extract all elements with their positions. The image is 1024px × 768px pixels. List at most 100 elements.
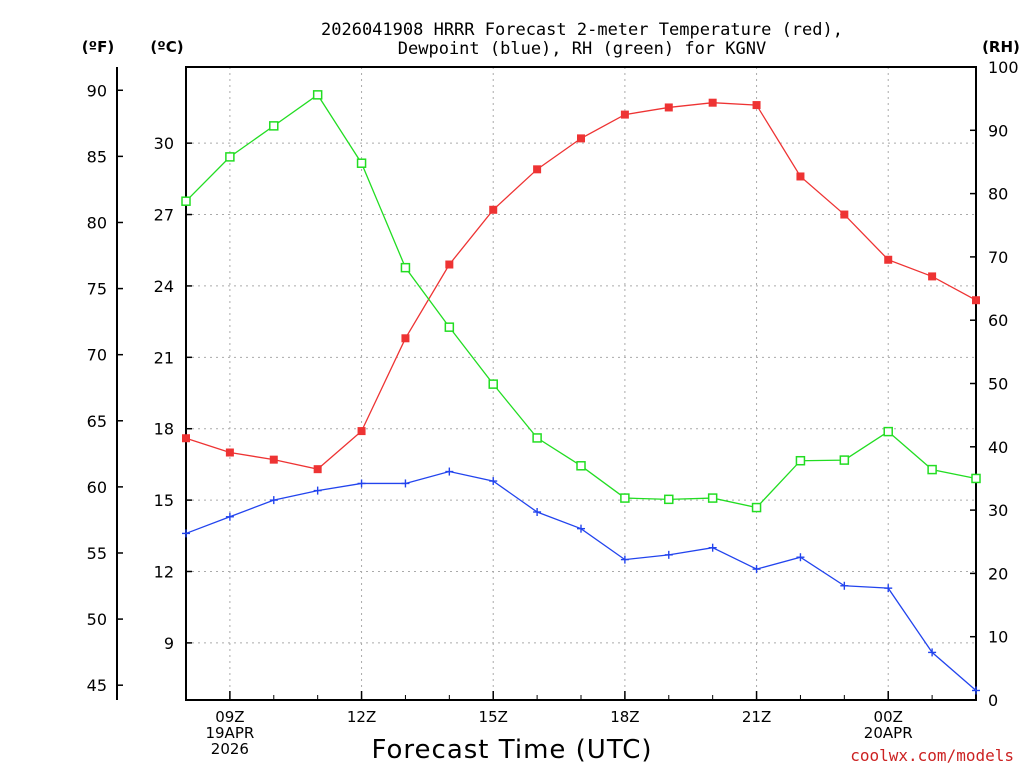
rh-tick-label: 0 [988,691,998,710]
fahrenheit-tick-label: 90 [87,81,107,100]
temperature-point [796,172,805,181]
dewpoint-point [708,543,717,552]
fahrenheit-tick-label: 80 [87,213,107,232]
celsius-tick-label: 18 [154,420,174,439]
rh-tick-label: 10 [988,628,1008,647]
x-axis-label: Forecast Time (UTC) [371,735,652,765]
rh-tick-label: 100 [988,58,1019,77]
rh-unit-label: (RH) [982,38,1020,56]
dewpoint-point [313,486,322,495]
dewpoint-point [884,584,893,593]
celsius-tick-label: 12 [154,562,174,581]
series-dewpoint [182,467,980,695]
temperature-point [664,103,673,112]
dewpoint-point [269,496,278,505]
x-tick-label: 21Z [742,708,771,726]
dewpoint-point [445,467,454,476]
dewpoint-point [840,581,849,590]
rh-tick-label: 60 [988,311,1008,330]
dewpoint-point [357,479,366,488]
dewpoint-point [972,686,980,695]
x-tick-label: 12Z [347,708,376,726]
temperature-point [577,134,585,143]
rh-point [225,152,235,162]
rh-point [971,473,981,484]
temperature-point [840,210,849,219]
dewpoint-point [489,477,498,486]
fahrenheit-tick-label: 75 [87,280,107,299]
celsius-tick-label: 27 [154,206,174,225]
rh-point [883,426,893,437]
x-tick-label: 15Z [479,708,508,726]
series-temperature [182,98,980,474]
rh-point [751,502,762,513]
rh-point [444,322,455,332]
rh-point [620,493,630,503]
rh-point [400,262,411,273]
x-tick-label: 19APR [205,724,254,742]
rh-tick-label: 30 [988,501,1008,520]
rh-tick-label: 50 [988,375,1008,394]
dewpoint-point [752,565,761,574]
temperature-point [620,110,629,119]
dewpoint-point [928,648,937,657]
rh-line [185,93,977,509]
dewpoint-point [577,524,585,533]
fahrenheit-unit-label: (ºF) [82,38,114,56]
dewpoint-point [620,555,629,564]
temperature-point [445,260,454,269]
celsius-unit-label: (ºC) [150,38,183,56]
rh-tick-label: 90 [988,121,1008,140]
series-layer [181,90,981,695]
temperature-point [972,296,980,305]
rh-tick-label: 20 [988,564,1008,583]
celsius-tick-label: 9 [164,634,174,653]
fahrenheit-tick-label: 65 [87,412,107,431]
fahrenheit-tick-label: 85 [87,147,107,166]
celsius-tick-label: 30 [154,134,174,153]
x-tick-label: 18Z [610,708,639,726]
rh-point [488,379,498,389]
temperature-point [884,255,893,264]
rh-point [707,493,718,503]
rh-point [927,464,937,475]
rh-point [795,455,806,466]
dewpoint-point [796,553,805,562]
plot-frame [185,66,977,701]
rh-point [664,494,674,505]
dewpoint-point [225,512,234,521]
rh-point [269,121,279,131]
temperature-point [752,101,761,110]
x-tick-label: 20APR [864,724,913,742]
chart-title-line1: 2026041908 HRRR Forecast 2-meter Tempera… [321,20,843,40]
source-credit: coolwx.com/models [850,746,1014,765]
temperature-point [269,455,278,464]
temperature-point [489,205,498,214]
grid [186,67,976,700]
temperature-point [225,448,234,457]
series-rh [181,90,981,513]
x-tick-label: 09Z [215,708,244,726]
celsius-tick-label: 24 [154,277,174,296]
dewpoint-line [185,470,977,691]
rh-point [839,455,850,465]
temperature-line [185,102,977,470]
rh-tick-label: 40 [988,438,1008,457]
temperature-point [533,165,542,174]
axes: 45 50 55 60 65 70 75 80 85 90 9 12 15 18 21 24 27 30 0 10 20… [87,58,1019,758]
temperature-point [708,98,717,107]
rh-point [356,158,367,168]
fahrenheit-tick-label: 70 [87,346,107,365]
x-tick-label: 00Z [874,708,903,726]
rh-tick-label: 70 [988,248,1008,267]
temperature-point [182,434,190,443]
temperature-point [357,427,366,436]
dewpoint-point [533,508,542,517]
fahrenheit-tick-label: 45 [87,676,107,695]
rh-point [576,461,586,471]
temperature-point [313,465,322,474]
celsius-tick-label: 21 [154,348,174,367]
celsius-tick-label: 15 [154,491,174,510]
chart-title-line2: Dewpoint (blue), RH (green) for KGNV [398,39,766,59]
